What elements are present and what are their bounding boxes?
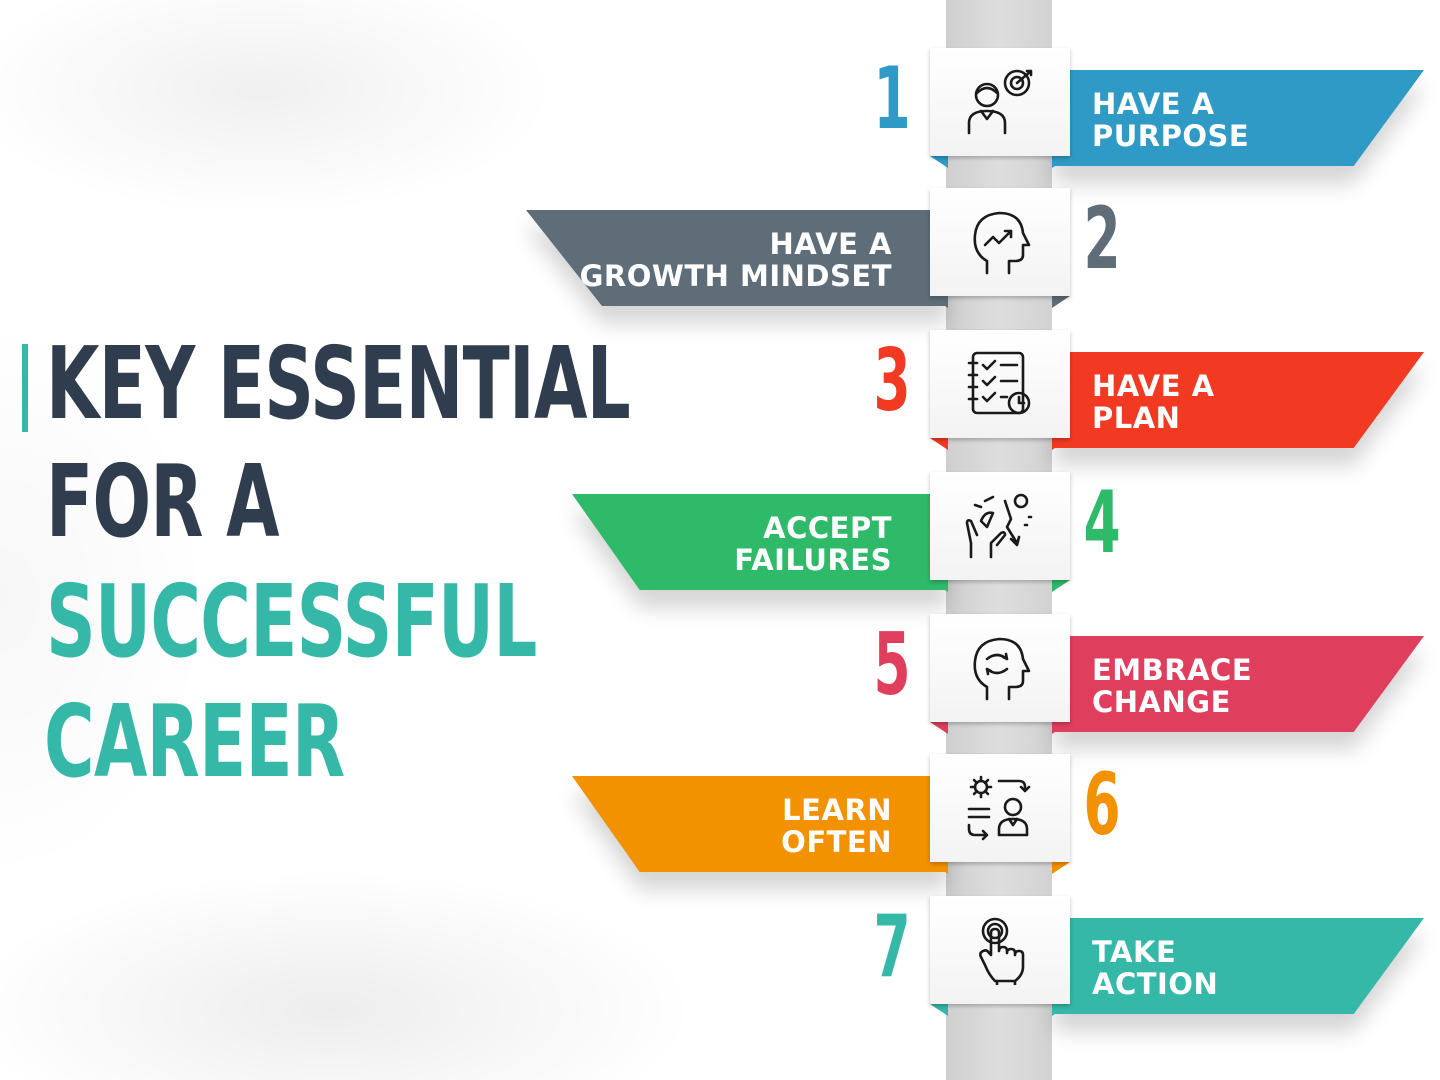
step-7-icon-box (930, 896, 1070, 1004)
step-3: HAVE A PLAN 3 (0, 330, 1440, 460)
step-3-banner: HAVE A PLAN (1054, 352, 1424, 448)
step-4-fold-right (1052, 580, 1070, 592)
step-6-fold-right (1052, 862, 1070, 874)
step-1-label-line-2: PURPOSE (1092, 119, 1250, 153)
step-7-label: TAKE ACTION (1092, 936, 1218, 1000)
step-1: HAVE A PURPOSE 1 (0, 48, 1440, 178)
step-5-banner: EMBRACE CHANGE (1054, 636, 1424, 732)
step-1-label: HAVE A PURPOSE (1092, 88, 1249, 152)
step-5-label-line-1: EMBRACE (1092, 653, 1253, 687)
step-5-label: EMBRACE CHANGE (1092, 654, 1252, 718)
step-7-banner: TAKE ACTION (1054, 918, 1424, 1014)
head-growth-icon (973, 211, 1031, 275)
step-6-banner-shape (572, 776, 948, 872)
step-6-fold-left (930, 862, 948, 874)
step-6-label: LEARN OFTEN (781, 794, 892, 858)
step-1-banner: HAVE A PURPOSE (1054, 70, 1424, 166)
step-5-fold-right (1052, 722, 1070, 734)
step-6-banner: LEARN OFTEN (572, 776, 948, 872)
touch-hand-icon (979, 917, 1025, 985)
title-line-4: CAREER (44, 683, 345, 800)
checklist-clock-icon (967, 351, 1031, 415)
step-7-fold-right (1052, 1004, 1070, 1016)
head-change-icon (973, 637, 1031, 701)
step-4: ACCEPT FAILURES 4 (0, 472, 1440, 602)
step-1-fold-left (930, 156, 948, 168)
step-2: HAVE A GROWTH MINDSET 2 (0, 188, 1440, 318)
title-accent-bar (22, 344, 28, 432)
step-5: EMBRACE CHANGE 5 (0, 614, 1440, 744)
step-7-number: 7 (873, 897, 911, 997)
step-2-fold-left (930, 296, 948, 308)
step-2-banner-shape (526, 210, 948, 306)
title-line-3: SUCCESSFUL (46, 563, 537, 680)
step-4-number: 4 (1083, 473, 1121, 573)
step-2-fold-right (1052, 296, 1070, 308)
step-1-number: 1 (873, 49, 911, 149)
step-1-icon-box (930, 48, 1070, 156)
step-7-label-line-2: ACTION (1092, 967, 1219, 1001)
step-3-icon-box (930, 330, 1070, 438)
step-6-label-line-1: LEARN (782, 793, 892, 827)
step-6-icon-box (930, 754, 1070, 862)
step-7-banner-shape (1054, 918, 1424, 1014)
step-3-label-line-2: PLAN (1092, 401, 1181, 435)
step-4-icon-box (930, 472, 1070, 580)
step-7: TAKE ACTION 7 (0, 896, 1440, 1026)
step-3-label-line-1: HAVE A (1092, 369, 1215, 403)
step-5-icon-box (930, 614, 1070, 722)
step-7-fold-left (930, 1004, 948, 1016)
step-4-label-line-1: ACCEPT (763, 511, 892, 545)
hands-failure-icon (965, 493, 1033, 559)
step-2-label-line-2: GROWTH MINDSET (579, 259, 892, 293)
step-4-banner-shape (572, 494, 948, 590)
step-3-fold-right (1052, 438, 1070, 450)
step-7-label-line-1: TAKE (1092, 935, 1177, 969)
step-2-label-line-1: HAVE A (769, 227, 892, 261)
step-2-label: HAVE A GROWTH MINDSET (580, 228, 892, 292)
step-6-number: 6 (1083, 755, 1121, 855)
step-5-number: 5 (873, 615, 911, 715)
learning-person-icon (967, 775, 1031, 841)
step-1-label-line-1: HAVE A (1092, 87, 1215, 121)
person-target-icon (967, 69, 1033, 135)
step-5-banner-shape (1054, 636, 1424, 732)
step-4-banner: ACCEPT FAILURES (572, 494, 948, 590)
step-4-label: ACCEPT FAILURES (734, 512, 892, 576)
step-3-fold-left (930, 438, 948, 450)
step-6: LEARN OFTEN 6 (0, 754, 1440, 884)
title-line-2: FOR A (46, 443, 280, 560)
step-3-label: HAVE A PLAN (1092, 370, 1215, 434)
step-3-banner-shape (1054, 352, 1424, 448)
step-5-fold-left (930, 722, 948, 734)
step-1-banner-shape (1054, 70, 1424, 166)
step-3-number: 3 (873, 331, 911, 431)
step-5-label-line-2: CHANGE (1092, 685, 1231, 719)
step-4-fold-left (930, 580, 948, 592)
title-line-1: KEY ESSENTIAL (46, 325, 631, 442)
step-4-label-line-2: FAILURES (734, 543, 892, 577)
step-6-label-line-2: OFTEN (781, 825, 892, 859)
step-1-fold-right (1052, 156, 1070, 168)
step-2-icon-box (930, 188, 1070, 296)
step-2-banner: HAVE A GROWTH MINDSET (526, 210, 948, 306)
step-2-number: 2 (1083, 189, 1121, 289)
